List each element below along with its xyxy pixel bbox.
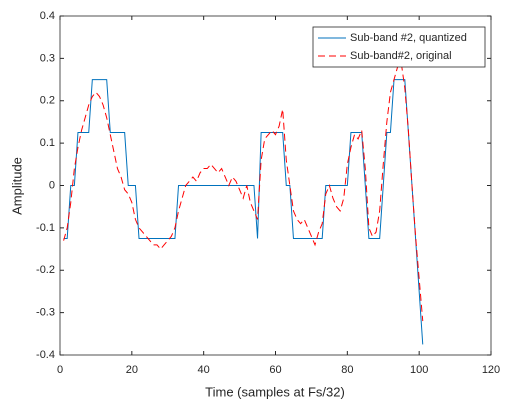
line-series [63, 79, 424, 345]
y-tick-label: 0.3 [40, 52, 55, 64]
x-tick-label: 40 [198, 364, 210, 376]
axes-box [59, 15, 492, 356]
x-tick-label: 20 [126, 364, 138, 376]
x-tick-label: 120 [482, 364, 500, 376]
y-tick-label: 0.4 [40, 10, 55, 22]
y-tick-label: 0 [49, 179, 55, 191]
y-tick-label: 0.1 [40, 137, 55, 149]
y-axis-label: Amplitude [9, 157, 24, 215]
x-tick-label: 0 [57, 364, 63, 376]
x-axis-label: Time (samples at Fs/32) [205, 384, 345, 399]
x-tick-label: 60 [269, 364, 281, 376]
legend-label: Sub-band #2, quantized [350, 32, 467, 44]
y-tick-label: -0.3 [36, 307, 55, 319]
y-tick-label: -0.1 [36, 222, 55, 234]
y-tick-label: -0.2 [36, 264, 55, 276]
y-tick-label: 0.2 [40, 95, 55, 107]
legend-label: Sub-band#2, original [350, 50, 452, 62]
legend-box [312, 26, 486, 68]
x-tick-label: 80 [341, 364, 353, 376]
line-series [63, 61, 424, 322]
y-tick-label: -0.4 [36, 349, 55, 361]
x-tick-label: 100 [410, 364, 428, 376]
